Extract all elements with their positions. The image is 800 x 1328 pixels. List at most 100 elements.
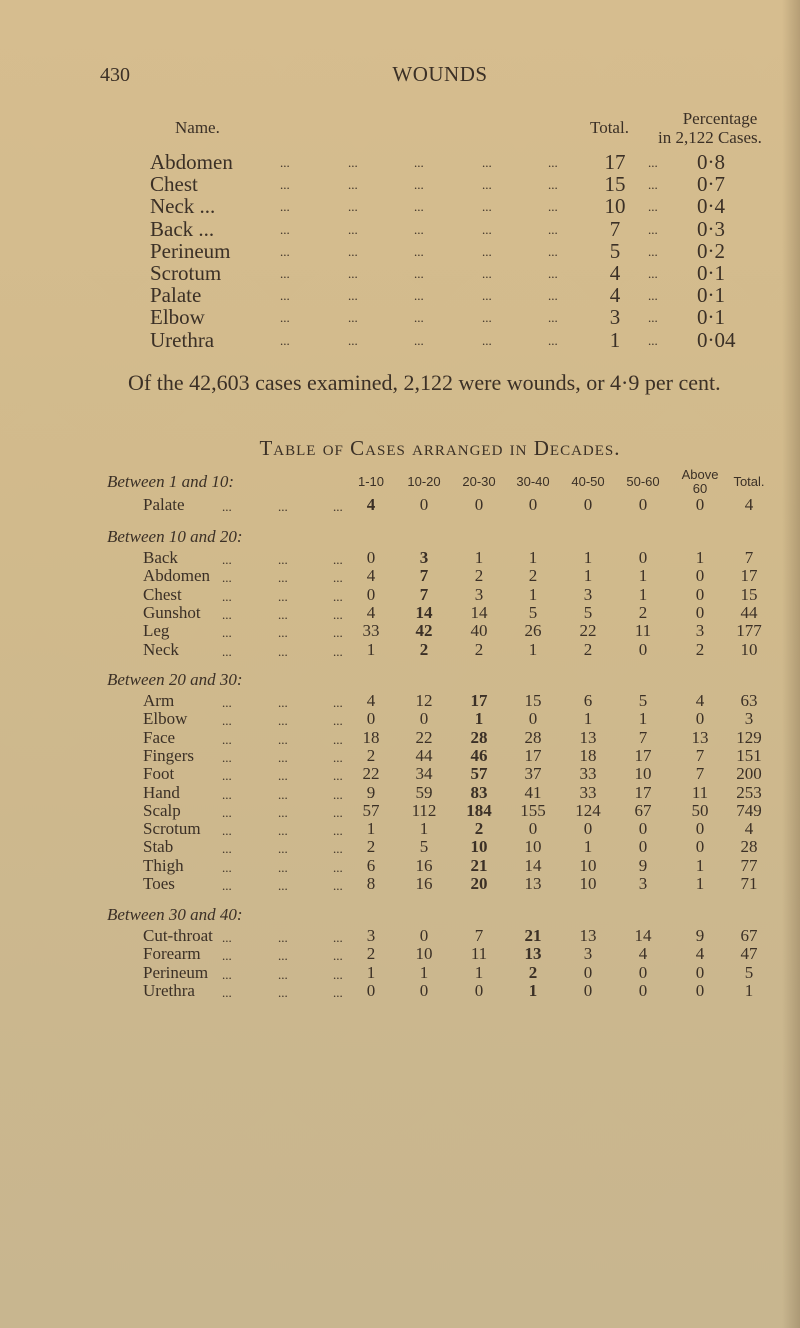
leader-dots: ... [278,552,288,567]
cell-value: 2 [695,639,705,659]
cell-value: 253 [736,782,762,802]
cell-value: 42 [415,621,433,641]
leader-dots: ... [333,499,343,514]
cell-value: 2 [638,602,648,622]
section-heading: Between 1 and 10: [107,472,234,491]
cell-value: 0 [638,819,648,839]
column-header: 1-10 [357,474,385,489]
cell-value: 9 [366,782,376,802]
cell-value: 0 [419,495,429,514]
cell-value: 0 [638,639,648,659]
leader-dots: ... [222,713,232,729]
cell-value: 1 [528,548,538,567]
cell-value: 28 [470,727,488,747]
leader-dots: ... [348,177,358,193]
row-total: 1 [609,327,621,352]
cell-value: 10 [470,837,488,857]
row-percentage: 0·8 [697,150,725,174]
cell-value: 7 [419,584,429,604]
cell-value: 7 [744,548,754,567]
cell-value: 4 [744,819,754,839]
leader-dots: ... [222,749,232,765]
leader-dots: ... [548,199,558,215]
cell-value: 1 [583,837,593,857]
leader-dots: ... [333,588,343,604]
leader-dots: ... [548,310,558,326]
cell-value: 9 [695,926,705,945]
leader-dots: ... [222,731,232,747]
leader-dots: ... [548,243,558,259]
cell-value: 2 [474,639,484,659]
leader-dots: ... [333,552,343,567]
cell-value: 151 [736,745,762,765]
section-heading: Between 20 and 30: [107,670,243,689]
row-name: Chest [150,172,198,197]
cell-value: 749 [736,800,762,820]
leader-dots: ... [648,332,658,348]
cell-value: 2 [528,962,538,982]
leader-dots: ... [482,266,492,281]
cell-value: 1 [638,709,648,729]
cell-value: 26 [524,621,542,641]
row-name: Back ... [150,216,215,241]
cell-value: 3 [583,944,593,964]
leader-dots: ... [414,155,424,170]
leader-dots: ... [280,266,290,281]
cell-value: 0 [695,495,705,514]
cell-value: 1 [583,548,593,567]
cell-value: 0 [366,584,376,604]
row-name: Face [143,727,176,747]
row-percentage: 0·1 [697,283,725,308]
cell-value: 129 [736,727,762,747]
cell-value: 3 [695,621,705,641]
leader-dots: ... [414,177,424,193]
leader-dots: ... [222,499,232,514]
cell-value: 4 [695,691,705,710]
leader-dots: ... [222,841,232,857]
cell-value: 22 [362,764,380,784]
row-name: Cut-throat [143,926,213,945]
leader-dots: ... [333,930,343,945]
row-name: Scrotum [150,261,222,285]
leader-dots: ... [648,266,658,281]
cell-value: 1 [474,962,484,982]
leader-dots: ... [348,266,358,281]
leader-dots: ... [278,588,288,604]
leader-dots: ... [333,984,343,1000]
row-name: Scrotum [143,819,201,839]
leader-dots: ... [222,804,232,820]
running-head: WOUNDS [392,62,488,86]
row-name: Elbow [143,709,188,729]
leader-dots: ... [414,310,424,326]
leader-dots: ... [482,155,492,170]
leader-dots: ... [333,948,343,964]
row-name: Thigh [143,855,184,875]
leader-dots: ... [648,310,658,326]
row-name: Arm [143,691,175,710]
leader-dots: ... [222,930,232,945]
cell-value: 17 [634,782,652,802]
leader-dots: ... [414,221,424,237]
row-name: Abdomen [143,566,211,586]
leader-dots: ... [280,221,290,237]
row-total: 10 [604,194,626,219]
row-percentage: 0·2 [697,238,725,263]
cell-value: 77 [740,855,758,875]
leader-dots: ... [333,643,343,659]
leader-dots: ... [482,221,492,237]
leader-dots: ... [414,266,424,281]
leader-dots: ... [482,332,492,348]
row-name: Palate [150,283,202,308]
cell-value: 10 [579,855,597,875]
cell-value: 4 [744,495,754,514]
cell-value: 46 [470,745,488,765]
cell-value: 1 [744,980,754,1000]
leader-dots: ... [278,804,288,820]
cell-value: 0 [695,962,705,982]
cell-value: 0 [583,495,593,514]
cell-value: 0 [695,602,705,622]
row-total: 17 [604,150,626,174]
cell-value: 17 [470,691,488,710]
page-edge-shadow [782,0,800,1328]
leader-dots: ... [278,625,288,641]
